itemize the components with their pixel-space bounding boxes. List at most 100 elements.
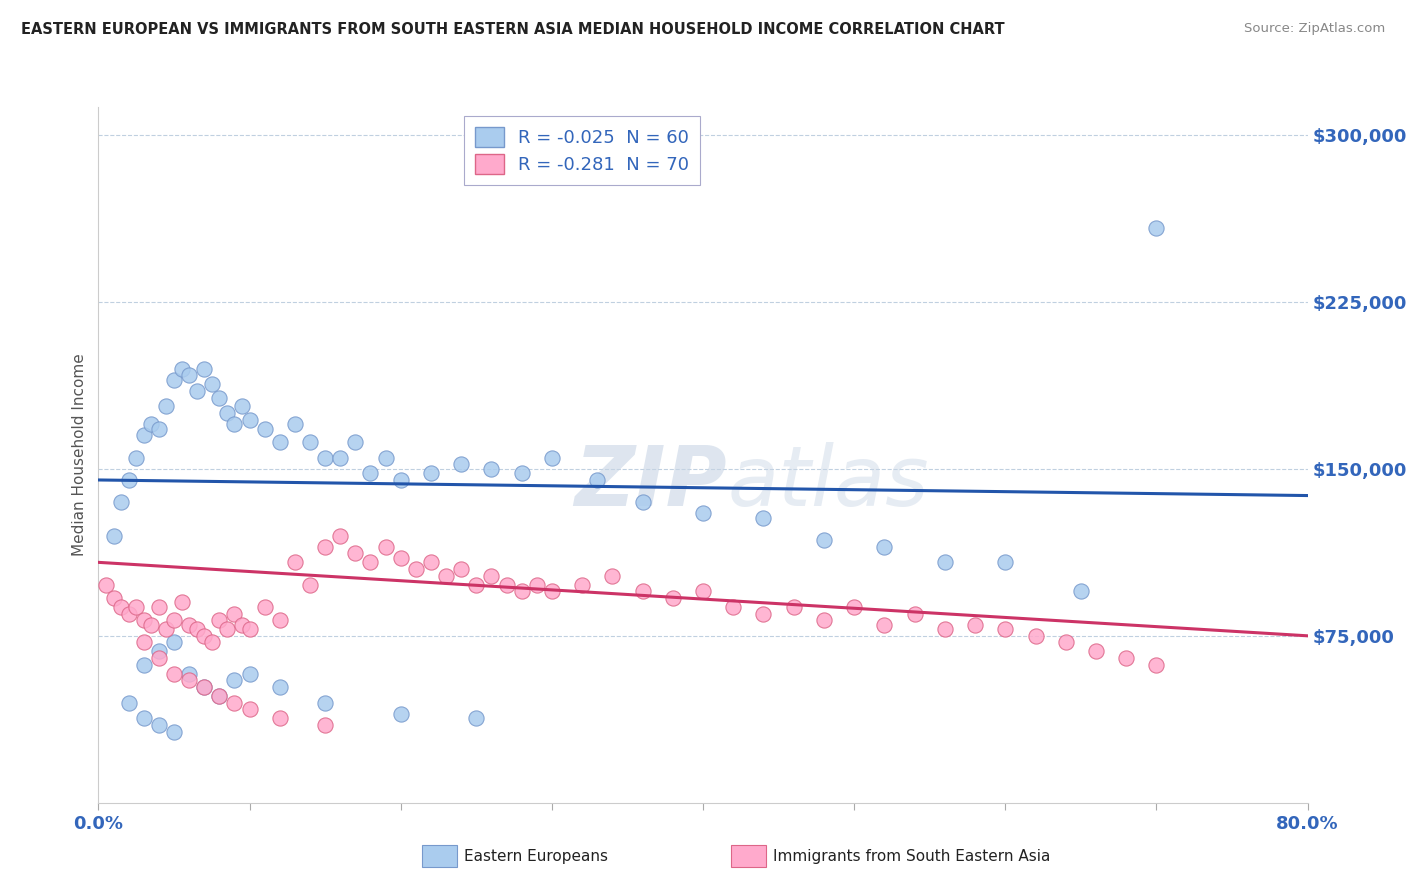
Point bbox=[148, 651, 170, 665]
Point bbox=[481, 462, 503, 476]
Point bbox=[215, 622, 238, 636]
Point bbox=[224, 417, 246, 432]
Point bbox=[1144, 657, 1167, 672]
Point bbox=[253, 422, 276, 436]
Point bbox=[873, 540, 896, 554]
Point bbox=[465, 711, 488, 725]
Point bbox=[329, 528, 352, 542]
Point bbox=[193, 629, 215, 643]
Point bbox=[148, 718, 170, 732]
Point bbox=[208, 613, 231, 627]
Point bbox=[934, 555, 956, 569]
Point bbox=[540, 584, 562, 599]
Point bbox=[389, 550, 412, 565]
Point bbox=[163, 724, 186, 739]
Point bbox=[132, 635, 155, 649]
Point bbox=[510, 467, 533, 481]
Point bbox=[163, 613, 186, 627]
Point bbox=[495, 577, 517, 591]
Point bbox=[170, 361, 193, 376]
Point bbox=[602, 568, 624, 582]
Point bbox=[179, 368, 201, 383]
Point bbox=[125, 599, 148, 614]
Point bbox=[661, 591, 683, 605]
Point bbox=[314, 718, 336, 732]
Point bbox=[224, 696, 246, 710]
Point bbox=[201, 377, 224, 392]
Point bbox=[782, 599, 804, 614]
Point bbox=[269, 680, 291, 694]
Point bbox=[186, 384, 208, 398]
Point bbox=[118, 696, 141, 710]
Point bbox=[360, 467, 382, 481]
Point bbox=[193, 361, 215, 376]
Point bbox=[692, 507, 714, 521]
Point bbox=[314, 450, 336, 465]
Text: Eastern Europeans: Eastern Europeans bbox=[464, 849, 607, 863]
Point bbox=[141, 617, 163, 632]
Point bbox=[420, 555, 443, 569]
Point bbox=[186, 622, 208, 636]
Point bbox=[299, 577, 322, 591]
Y-axis label: Median Household Income: Median Household Income bbox=[72, 353, 87, 557]
Point bbox=[1070, 584, 1092, 599]
Point bbox=[360, 555, 382, 569]
Point bbox=[450, 458, 472, 472]
Point bbox=[1085, 644, 1108, 658]
Point bbox=[269, 711, 291, 725]
Point bbox=[994, 622, 1017, 636]
Point bbox=[314, 696, 336, 710]
Point bbox=[904, 607, 927, 621]
Point bbox=[103, 528, 125, 542]
Point bbox=[148, 644, 170, 658]
Point bbox=[571, 577, 593, 591]
Text: ZIP: ZIP bbox=[575, 442, 727, 524]
Point bbox=[389, 473, 412, 487]
Point bbox=[110, 599, 132, 614]
Point bbox=[94, 577, 117, 591]
Point bbox=[215, 406, 238, 420]
Point bbox=[253, 599, 276, 614]
Point bbox=[389, 706, 412, 721]
Point bbox=[873, 617, 896, 632]
Point bbox=[179, 673, 201, 688]
Point bbox=[179, 666, 201, 681]
Text: EASTERN EUROPEAN VS IMMIGRANTS FROM SOUTH EASTERN ASIA MEDIAN HOUSEHOLD INCOME C: EASTERN EUROPEAN VS IMMIGRANTS FROM SOUT… bbox=[21, 22, 1005, 37]
Point bbox=[1024, 629, 1046, 643]
Point bbox=[752, 607, 775, 621]
Point bbox=[1054, 635, 1077, 649]
Point bbox=[224, 673, 246, 688]
Point bbox=[224, 607, 246, 621]
Point bbox=[132, 711, 155, 725]
Point bbox=[239, 413, 262, 427]
Point bbox=[813, 533, 835, 547]
Point bbox=[132, 613, 155, 627]
Text: Source: ZipAtlas.com: Source: ZipAtlas.com bbox=[1244, 22, 1385, 36]
Point bbox=[239, 702, 262, 716]
Point bbox=[132, 657, 155, 672]
Point bbox=[148, 422, 170, 436]
Point bbox=[1115, 651, 1137, 665]
Point bbox=[155, 622, 177, 636]
Point bbox=[434, 568, 457, 582]
Point bbox=[179, 617, 201, 632]
Point bbox=[208, 689, 231, 703]
Point bbox=[934, 622, 956, 636]
Point bbox=[269, 613, 291, 627]
Point bbox=[118, 607, 141, 621]
Point bbox=[269, 435, 291, 450]
Point bbox=[844, 599, 866, 614]
Point bbox=[284, 417, 307, 432]
Point bbox=[510, 584, 533, 599]
Point bbox=[163, 373, 186, 387]
Point bbox=[631, 584, 654, 599]
Point bbox=[132, 428, 155, 442]
Point bbox=[374, 450, 396, 465]
Point bbox=[692, 584, 714, 599]
Point bbox=[299, 435, 322, 450]
Point bbox=[118, 473, 141, 487]
Point bbox=[125, 450, 148, 465]
Point bbox=[994, 555, 1017, 569]
Point bbox=[752, 511, 775, 525]
Point bbox=[965, 617, 987, 632]
